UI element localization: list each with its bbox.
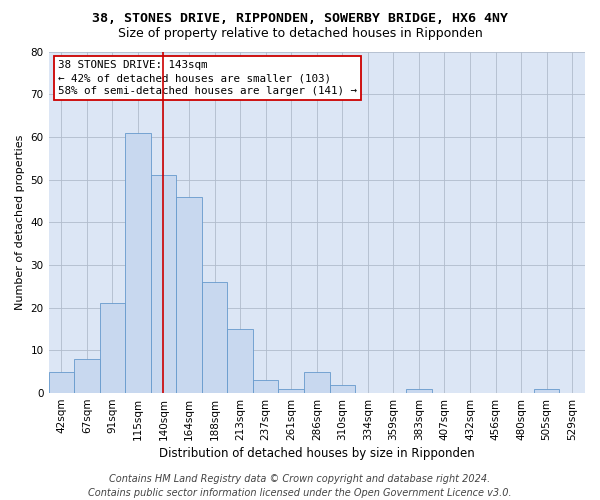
Bar [227,329,253,393]
Bar [151,176,176,393]
Bar [125,132,151,393]
Text: 38, STONES DRIVE, RIPPONDEN, SOWERBY BRIDGE, HX6 4NY: 38, STONES DRIVE, RIPPONDEN, SOWERBY BRI… [92,12,508,26]
Bar [202,282,227,393]
Text: Size of property relative to detached houses in Ripponden: Size of property relative to detached ho… [118,28,482,40]
Bar [253,380,278,393]
X-axis label: Distribution of detached houses by size in Ripponden: Distribution of detached houses by size … [159,447,475,460]
Bar [534,389,559,393]
Bar [49,372,74,393]
Bar [100,304,125,393]
Bar [278,389,304,393]
Bar [329,384,355,393]
Bar [74,359,100,393]
Y-axis label: Number of detached properties: Number of detached properties [15,134,25,310]
Bar [176,196,202,393]
Bar [406,389,432,393]
Bar [304,372,329,393]
Text: 38 STONES DRIVE: 143sqm
← 42% of detached houses are smaller (103)
58% of semi-d: 38 STONES DRIVE: 143sqm ← 42% of detache… [58,60,357,96]
Text: Contains HM Land Registry data © Crown copyright and database right 2024.
Contai: Contains HM Land Registry data © Crown c… [88,474,512,498]
